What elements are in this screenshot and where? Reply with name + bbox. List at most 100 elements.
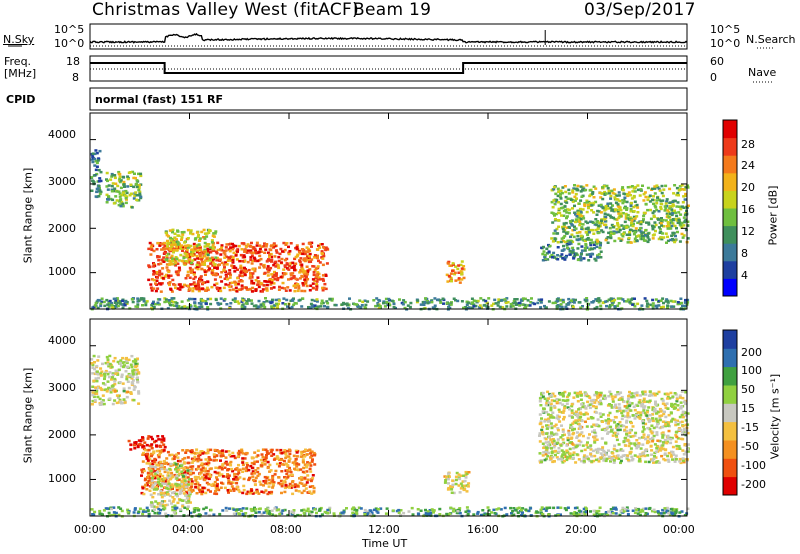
echo-cell-0-2 [285,267,289,270]
echo-cell-1-3 [183,476,187,480]
echo-cell-0-2 [167,276,171,279]
echo-cell-0-2 [200,267,204,271]
echo-cell-0-3 [205,235,209,238]
echo-cell-1-2 [293,467,296,471]
echo-cell-1-5 [585,425,589,428]
echo-cell-1-2 [193,455,197,459]
echo-cell-1-2 [282,463,286,466]
echo-cell-1-0 [96,386,99,390]
echo-cell-0-1 [121,202,125,205]
echo-cell-0-2 [317,244,321,248]
echo-cell-0-7 [286,305,289,308]
echo-cell-0-6 [656,186,660,189]
echo-cell-1-5 [655,392,659,396]
echo-cell-0-2 [252,282,256,285]
echo-cell-0-6 [636,184,640,187]
echo-cell-0-1 [119,203,123,206]
echo-cell-1-2 [275,455,279,458]
echo-cell-0-6 [622,225,626,228]
echo-cell-0-1 [133,172,136,175]
echo-cell-0-6 [611,204,614,207]
echo-cell-1-2 [252,462,256,466]
echo-cell-1-5 [611,397,615,401]
echo-cell-0-6 [577,218,581,222]
echo-cell-1-2 [262,480,266,483]
echo-cell-0-6 [601,186,604,189]
echo-cell-0-3 [167,262,171,266]
echo-cell-1-1 [143,441,147,444]
echo-cell-0-6 [611,208,614,211]
echo-cell-1-2 [204,462,208,465]
echo-cell-1-5 [599,391,603,395]
echo-cell-1-0 [125,395,129,399]
echo-cell-0-6 [576,210,580,213]
echo-cell-0-7 [141,304,144,307]
echo-cell-1-5 [607,420,611,423]
echo-cell-1-0 [110,365,114,369]
echo-cell-1-5 [607,417,610,421]
echo-cell-1-5 [562,415,566,419]
echo-cell-1-2 [308,448,312,451]
echo-cell-0-3 [169,239,173,242]
echo-cell-1-0 [98,397,102,401]
echo-cell-0-5 [556,254,560,257]
echo-cell-0-6 [614,231,618,234]
echo-cell-0-6 [682,234,686,237]
echo-cell-1-2 [237,471,241,475]
echo-cell-0-2 [225,275,228,278]
echo-cell-0-7 [134,305,138,308]
echo-cell-0-5 [562,244,565,248]
echo-cell-0-6 [646,198,650,202]
echo-cell-0-6 [670,234,674,237]
echo-cell-0-2 [233,266,237,270]
echo-cell-1-0 [107,364,111,368]
echo-cell-0-5 [566,246,569,250]
echo-cell-0-7 [441,297,445,300]
echo-cell-1-5 [578,407,582,410]
echo-cell-1-5 [568,447,572,451]
echo-cell-1-2 [251,492,255,495]
echo-cell-0-7 [313,299,317,302]
echo-cell-1-3 [178,486,182,490]
echo-cell-1-5 [541,454,545,457]
echo-cell-0-2 [210,271,214,275]
echo-cell-0-6 [663,205,667,208]
echo-cell-1-3 [166,480,170,483]
echo-cell-0-2 [236,250,239,253]
echo-cell-1-2 [254,469,258,472]
echo-cell-1-0 [103,371,107,374]
echo-cell-1-5 [560,459,564,463]
echo-cell-0-3 [186,237,190,240]
echo-cell-0-0 [90,189,94,192]
echo-cell-0-6 [603,212,607,215]
echo-cell-0-7 [175,302,179,305]
echo-cell-0-2 [317,259,320,263]
echo-cell-1-2 [304,483,308,486]
echo-cell-1-5 [678,394,682,397]
echo-cell-1-3 [179,489,183,493]
echo-cell-0-2 [293,268,296,272]
echo-cell-0-2 [247,268,251,272]
echo-cell-0-7 [539,301,543,304]
echo-cell-0-6 [613,239,617,243]
echo-cell-1-3 [171,500,175,503]
echo-cell-0-2 [268,255,271,258]
echo-cell-0-6 [578,214,581,217]
echo-cell-0-2 [229,255,233,258]
echo-cell-0-2 [149,253,153,256]
echo-cell-0-2 [308,268,312,271]
echo-cell-0-1 [135,198,139,202]
echo-cell-0-6 [581,208,585,211]
echo-cell-1-5 [586,446,590,449]
echo-cell-1-2 [145,483,149,487]
echo-cell-1-2 [301,450,305,454]
echo-cell-0-7 [496,304,500,307]
echo-cell-1-2 [289,470,293,474]
echo-cell-1-3 [187,495,191,498]
echo-cell-1-0 [124,357,128,361]
echo-cell-0-6 [625,226,629,229]
echo-cell-1-2 [212,459,216,462]
echo-cell-0-3 [173,232,177,235]
echo-cell-1-5 [667,460,671,463]
echo-cell-1-1 [146,437,150,440]
